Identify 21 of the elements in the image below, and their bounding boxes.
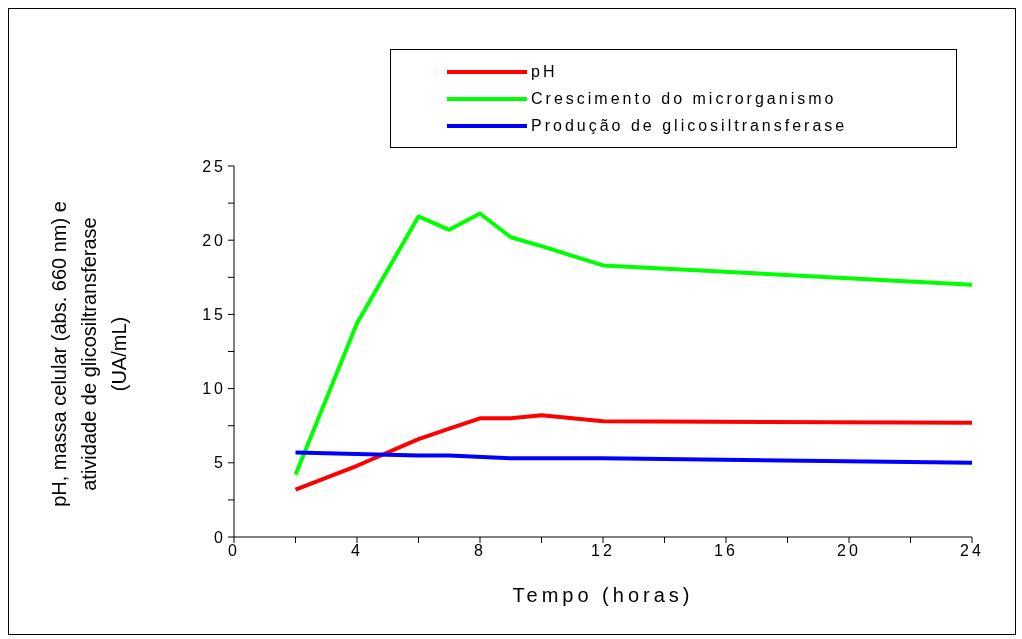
legend-label: pH	[531, 62, 558, 81]
y-tick-label: 10	[202, 380, 226, 398]
line-series	[293, 211, 972, 477]
x-tick-label: 0	[228, 542, 240, 560]
x-tick-label: 20	[837, 542, 861, 560]
legend-label: Crescimento do microrganismo	[531, 89, 837, 108]
x-tick-label: 12	[591, 542, 615, 560]
x-tick-label: 16	[714, 542, 738, 560]
x-axis-title: Tempo (horas)	[511, 584, 695, 607]
line-series	[293, 450, 972, 465]
y-tick-label: 15	[202, 306, 226, 324]
x-tick-label: 24	[960, 542, 984, 560]
x-tick-label: 8	[474, 542, 486, 560]
y-axis-title: pH, massa celular (abs. 660 nm) e atividade de glicosiltransferase (UA/mL)	[47, 201, 131, 507]
y-tick-label: 25	[202, 157, 226, 175]
legend-label: Produção de glicosiltransferase	[531, 116, 848, 135]
y-tick-label: 0	[214, 528, 226, 546]
y-tick-label: 5	[214, 454, 226, 472]
line-series	[293, 413, 972, 492]
x-tick-label: 4	[351, 542, 363, 560]
y-tick-label: 20	[202, 231, 226, 249]
